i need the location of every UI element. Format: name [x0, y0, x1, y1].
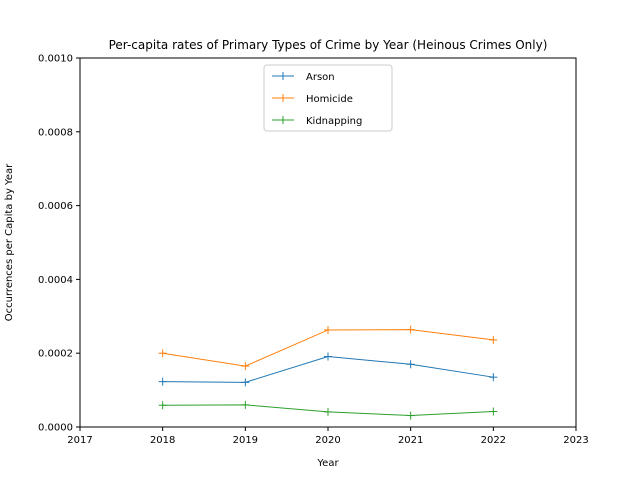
data-point-homicide [324, 325, 332, 334]
legend-label: Arson [306, 72, 335, 83]
x-tick-label: 2020 [315, 435, 340, 446]
data-point-arson [158, 377, 167, 386]
legend-entry: Homicide [272, 94, 353, 105]
data-point-homicide [158, 349, 167, 358]
legend-label: Kidnapping [306, 116, 362, 127]
data-point-homicide [241, 362, 250, 371]
data-point-homicide [406, 325, 415, 334]
data-point-homicide [489, 335, 498, 344]
data-point-kidnapping [489, 407, 498, 416]
legend-label: Homicide [306, 94, 353, 105]
y-tick-label: 0.0002 [38, 349, 73, 360]
legend-entry: Arson [272, 72, 335, 83]
x-tick-label: 2022 [481, 435, 506, 446]
data-point-arson [406, 360, 415, 369]
x-axis-label: Year [316, 458, 339, 469]
chart-title: Per-capita rates of Primary Types of Cri… [109, 38, 548, 52]
y-tick-label: 0.0006 [38, 201, 73, 212]
x-axis: 2017 2018 2019 2020 2021 2022 2023 [67, 427, 589, 446]
data-point-arson [489, 373, 498, 382]
y-tick-label: 0.0000 [38, 423, 73, 434]
x-tick-label: 2019 [233, 435, 258, 446]
x-tick-label: 2023 [563, 435, 588, 446]
y-axis-label: Occurrences per Capita by Year [4, 163, 15, 321]
data-point-arson [324, 352, 332, 361]
data-point-kidnapping [158, 401, 167, 410]
legend: Arson Homicide Kidnapping [263, 64, 393, 132]
data-point-kidnapping [406, 411, 415, 420]
x-tick-label: 2017 [67, 435, 92, 446]
x-tick-label: 2021 [398, 435, 423, 446]
legend-entry: Kidnapping [272, 116, 362, 127]
data-point-kidnapping [241, 400, 250, 409]
y-tick-label: 0.0010 [38, 54, 73, 65]
data-point-kidnapping [324, 407, 332, 416]
y-axis: 0.0000 0.0002 0.0004 0.0006 0.0008 0.0010 [38, 54, 80, 434]
series-line-homicide [162, 329, 494, 367]
plot-content [158, 325, 498, 420]
data-point-arson [241, 378, 250, 387]
y-tick-label: 0.0004 [38, 275, 73, 286]
x-tick-label: 2018 [150, 435, 175, 446]
legend-box [263, 64, 393, 132]
y-tick-label: 0.0008 [38, 127, 73, 138]
